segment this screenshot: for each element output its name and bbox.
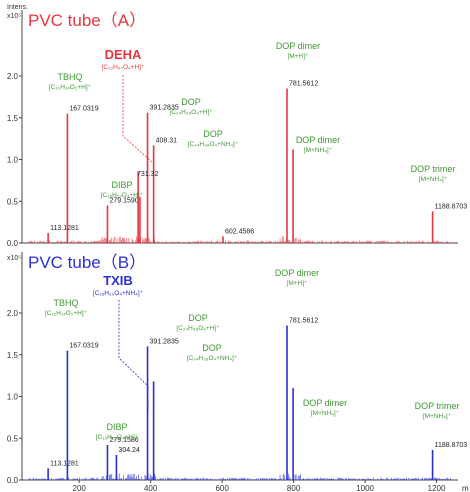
compound-annotation: DOP [C₂₄H₃₈O₄+NH₄]⁺ <box>188 129 239 148</box>
compound-name: DIBP <box>106 422 127 432</box>
peak-mass-label: 391.2835 <box>150 105 179 112</box>
compound-formula: [C₂₄H₃₈O₄+H]⁺ <box>169 109 213 116</box>
compound-name: DOP <box>181 97 201 107</box>
peak-mass-label: 391.2835 <box>150 338 179 345</box>
compound-name: DEHA <box>105 47 142 62</box>
compound-formula: [M+H]⁺ <box>287 280 309 287</box>
y-tick-label: 1.5 <box>7 114 19 123</box>
compound-mass: 731.32 <box>137 171 159 178</box>
compound-annotation: DIBP [C₁₆H₂₂O₄+H]⁺ <box>101 180 144 199</box>
y-tick-label: 0.5 <box>7 434 19 443</box>
compound-formula: [M+H]⁺ <box>288 53 310 60</box>
peak-mass-label: 1188.8703 <box>435 203 468 210</box>
compound-annotation: DOP trimer [M+NH₄]⁺ <box>411 164 456 183</box>
x-tick-label: 1000 <box>356 484 374 492</box>
y-tick-label: 2.0 <box>7 309 19 318</box>
compound-annotation: DEHA [C₂₂H₄₂O₄+H]⁺ 731.32 <box>102 47 159 178</box>
compound-annotation: DOP [C₂₄H₃₈O₄+H]⁺ <box>176 313 220 332</box>
compound-annotation: TBHQ [C₁₀H₁₄O₂+H]⁺ <box>49 72 92 91</box>
y-tick-label: 1.0 <box>7 156 19 165</box>
x-tick-label: 400 <box>144 484 158 492</box>
x-axis-label: m <box>462 484 469 492</box>
compound-annotation: DOP dimer [M+H]⁺ <box>276 41 320 60</box>
peak-mass-label: 408.31 <box>156 137 178 144</box>
compound-name: DOP trimer <box>411 164 456 174</box>
peak-mass-label: 279.1590 <box>109 197 138 204</box>
compound-annotation: DOP dimer [M+NH₄]⁺ <box>296 135 340 154</box>
compound-formula: [M+NH₄]⁺ <box>311 410 340 417</box>
y-tick-label: 1.0 <box>7 393 19 402</box>
compound-name: TBHQ <box>53 298 78 308</box>
deha-leader-line <box>122 75 153 163</box>
panel-title: PVC tube（A） <box>28 11 146 30</box>
peak-mass-label: 279.1586 <box>109 437 138 444</box>
spectrum-panel-a: 0.0 0.5 1.0 1.5 2.0 Intens. x10⁵ 113.1281 167.03… <box>7 4 467 248</box>
compound-name: DOP <box>188 313 208 323</box>
y-axis-label: Intens. <box>7 4 28 11</box>
peak-mass-label: 1188.8703 <box>435 442 468 449</box>
peak-mass-label: 781.5612 <box>289 81 318 88</box>
spectrum-panel-b: 0.0 0.5 1.0 1.5 2.0 x10⁵ 200 400 600 800 1000 1200 m… <box>7 252 469 492</box>
x-tick-label: 1200 <box>428 484 446 492</box>
compound-formula: [M+NH₄]⁺ <box>304 147 333 154</box>
compound-formula: [C₁₆H₂₂O₄+H]⁺ <box>96 434 139 441</box>
compound-formula: [C₁₀H₁₄O₂+H]⁺ <box>45 310 88 317</box>
compound-formula: [C₁₆H₂₂O₄+H]⁺ <box>101 192 144 199</box>
y-tick-label: 0.0 <box>7 476 19 485</box>
compound-name: DOP dimer <box>275 268 319 278</box>
compound-annotation: DOP [C₂₄H₃₈O₄+NH₄]⁺ <box>187 343 238 362</box>
compound-name: DOP <box>202 343 222 353</box>
compound-name: DOP dimer <box>276 41 320 51</box>
compound-formula: [C₂₄H₃₈O₄+NH₄]⁺ <box>187 355 238 362</box>
x-tick-label: 600 <box>215 484 229 492</box>
peak-mass-label: 113.1281 <box>50 225 79 232</box>
compound-formula: [C₁₆H₃₀O₄+NH₄]⁺ <box>93 290 144 297</box>
compound-formula: [M+NH₄]⁺ <box>419 176 448 183</box>
compound-formula: [M+NH₄]⁺ <box>423 413 452 420</box>
compound-annotation: DOP [C₂₄H₃₈O₄+H]⁺ <box>169 97 213 116</box>
compound-name: TXIB <box>103 273 133 288</box>
compound-name: DOP <box>203 129 223 139</box>
y-multiplier: x10⁵ <box>7 255 21 262</box>
y-multiplier: x10⁵ <box>7 13 21 20</box>
compound-annotation: DOP trimer [M+NH₄]⁺ <box>415 401 460 420</box>
peak-mass-label: 781.5612 <box>289 318 318 325</box>
peak-mass-label: 304.24 <box>118 447 140 454</box>
compound-annotation: TBHQ [C₁₀H₁₄O₂+H]⁺ <box>45 298 88 317</box>
compound-annotation: DIBP [C₁₆H₂₂O₄+H]⁺ <box>96 422 139 441</box>
compound-name: DOP dimer <box>296 135 340 145</box>
compound-formula: [C₂₄H₃₈O₄+NH₄]⁺ <box>188 141 239 148</box>
compound-formula: [C₁₀H₁₄O₂+H]⁺ <box>49 84 92 91</box>
y-tick-label: 2.0 <box>7 72 19 81</box>
peak-mass-label: 167.0319 <box>69 343 98 350</box>
peak-mass-label: 167.0319 <box>69 106 98 113</box>
x-tick-label: 200 <box>73 484 87 492</box>
panel-title: PVC tube（B） <box>28 253 146 272</box>
peak-mass-label: 602.4586 <box>225 228 254 235</box>
compound-formula: [C₂₂H₄₂O₄+H]⁺ <box>102 64 145 71</box>
compound-formula: [C₂₄H₃₈O₄+H]⁺ <box>176 325 220 332</box>
compound-name: DOP dimer <box>303 398 347 408</box>
txib-leader-line <box>118 300 149 412</box>
x-tick-label: 800 <box>287 484 301 492</box>
compound-name: DIBP <box>111 180 132 190</box>
y-tick-label: 1.5 <box>7 351 19 360</box>
compound-annotation: TXIB [C₁₆H₃₀O₄+NH₄]⁺ <box>93 273 144 297</box>
y-tick-label: 0.0 <box>7 239 19 248</box>
peak-mass-label: 113.1281 <box>50 460 79 467</box>
y-tick-label: 0.5 <box>7 197 19 206</box>
compound-annotation: DOP dimer [M+H]⁺ <box>275 268 319 287</box>
compound-name: TBHQ <box>57 72 82 82</box>
compound-annotation: DOP dimer [M+NH₄]⁺ <box>303 398 347 417</box>
compound-name: DOP trimer <box>415 401 460 411</box>
